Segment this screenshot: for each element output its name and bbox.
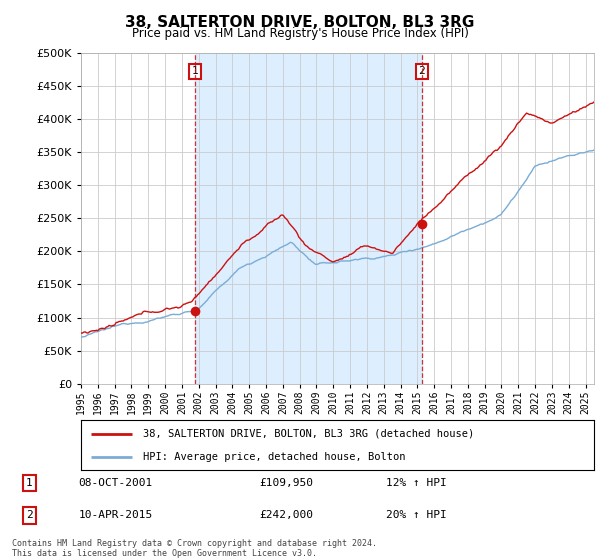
Text: £109,950: £109,950 (260, 478, 314, 488)
Text: 08-OCT-2001: 08-OCT-2001 (78, 478, 152, 488)
Text: 38, SALTERTON DRIVE, BOLTON, BL3 3RG: 38, SALTERTON DRIVE, BOLTON, BL3 3RG (125, 15, 475, 30)
Text: 1: 1 (26, 478, 32, 488)
Text: 12% ↑ HPI: 12% ↑ HPI (386, 478, 447, 488)
Text: 20% ↑ HPI: 20% ↑ HPI (386, 511, 447, 520)
Text: 38, SALTERTON DRIVE, BOLTON, BL3 3RG (detached house): 38, SALTERTON DRIVE, BOLTON, BL3 3RG (de… (143, 428, 474, 438)
Text: 2: 2 (419, 67, 425, 76)
Text: Contains HM Land Registry data © Crown copyright and database right 2024.
This d: Contains HM Land Registry data © Crown c… (12, 539, 377, 558)
Text: Price paid vs. HM Land Registry's House Price Index (HPI): Price paid vs. HM Land Registry's House … (131, 27, 469, 40)
Text: 10-APR-2015: 10-APR-2015 (78, 511, 152, 520)
Text: £242,000: £242,000 (260, 511, 314, 520)
Text: 1: 1 (191, 67, 198, 76)
Text: HPI: Average price, detached house, Bolton: HPI: Average price, detached house, Bolt… (143, 452, 405, 462)
Bar (195, 53, 422, 384)
Text: 2: 2 (26, 511, 32, 520)
